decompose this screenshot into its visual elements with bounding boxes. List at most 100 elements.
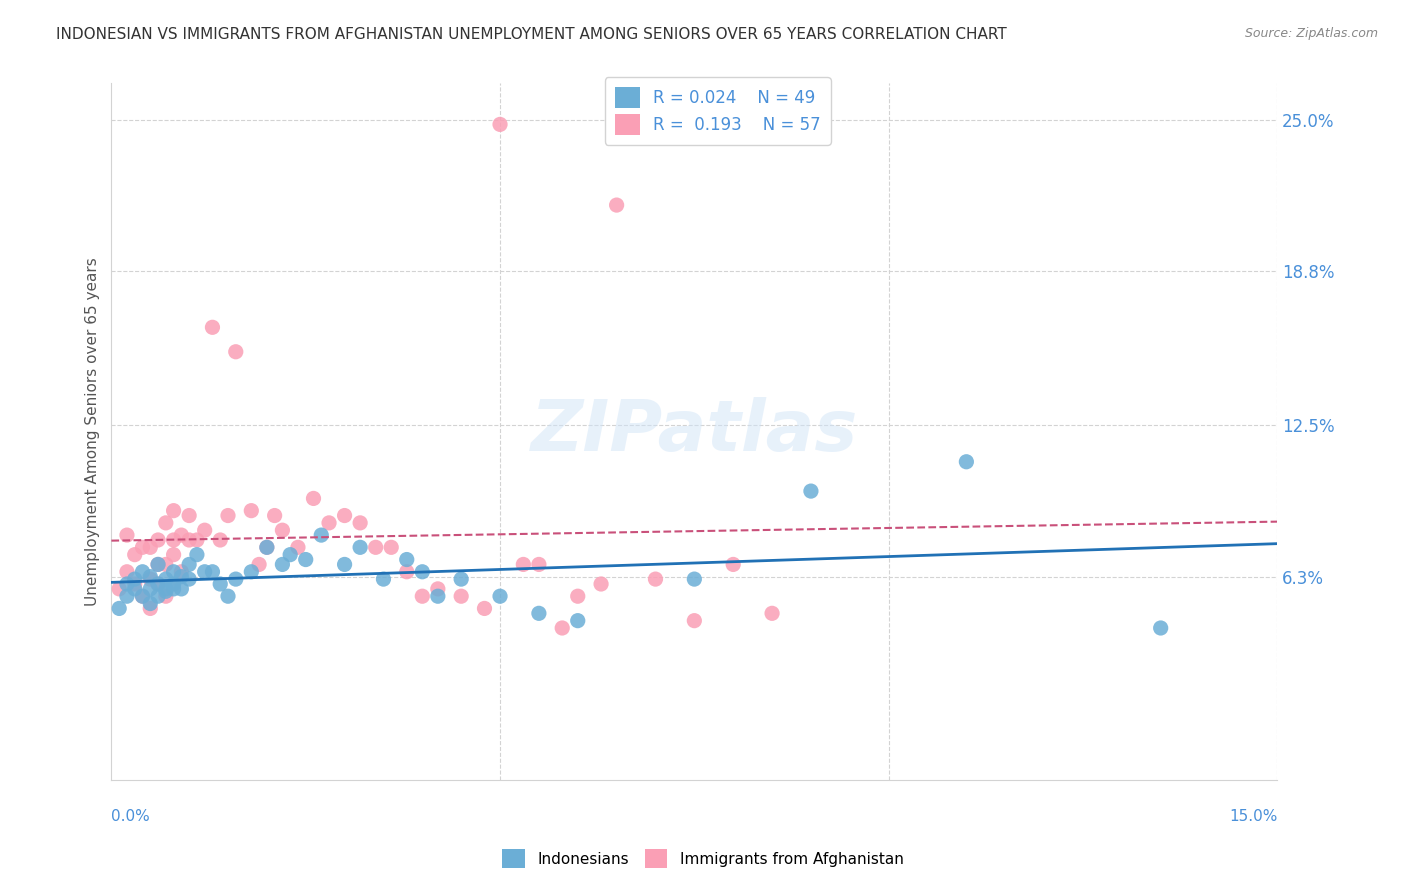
Point [155,558,177,572]
Point [318,516,340,530]
Point [411,589,433,603]
Point [217,508,239,523]
Point [179,508,201,523]
Point [683,614,706,628]
Point [155,516,177,530]
Point [1150,621,1173,635]
Point [108,601,131,615]
Point [489,589,512,603]
Point [131,589,153,603]
Point [644,572,666,586]
Point [162,582,184,596]
Point [271,558,294,572]
Point [263,508,285,523]
Point [411,565,433,579]
Point [170,582,193,596]
Point [170,569,193,583]
Point [186,533,208,547]
Text: 0.0%: 0.0% [111,809,150,824]
Point [194,565,217,579]
Point [179,572,201,586]
Point [527,558,550,572]
Text: 15.0%: 15.0% [1229,809,1277,824]
Point [567,614,589,628]
Point [155,584,177,599]
Point [364,541,387,555]
Point [194,523,217,537]
Point [115,589,138,603]
Point [131,565,153,579]
Point [955,455,977,469]
Point [395,552,418,566]
Point [201,320,224,334]
Point [450,589,472,603]
Point [721,558,744,572]
Point [349,541,371,555]
Text: INDONESIAN VS IMMIGRANTS FROM AFGHANISTAN UNEMPLOYMENT AMONG SENIORS OVER 65 YEA: INDONESIAN VS IMMIGRANTS FROM AFGHANISTA… [56,27,1007,42]
Point [527,607,550,621]
Point [591,577,613,591]
Point [256,541,278,555]
Point [247,558,270,572]
Point [683,572,706,586]
Point [170,528,193,542]
Point [271,523,294,537]
Point [124,582,146,596]
Point [209,577,232,591]
Point [155,582,177,596]
Point [240,503,263,517]
Point [450,572,472,586]
Point [551,621,574,635]
Point [115,565,138,579]
Text: ZIPatlas: ZIPatlas [530,397,858,466]
Point [139,569,162,583]
Point [426,582,449,596]
Point [761,607,783,621]
Point [131,541,153,555]
Point [380,541,402,555]
Point [131,589,153,603]
Point [287,541,309,555]
Point [426,589,449,603]
Point [201,565,224,579]
Point [800,484,823,499]
Point [186,548,208,562]
Point [139,541,162,555]
Point [333,558,356,572]
Point [146,577,169,591]
Point [162,548,184,562]
Point [139,601,162,615]
Point [124,572,146,586]
Point [124,577,146,591]
Legend: R = 0.024    N = 49, R =  0.193    N = 57: R = 0.024 N = 49, R = 0.193 N = 57 [605,78,831,145]
Point [395,565,418,579]
Point [474,601,496,615]
Point [333,508,356,523]
Point [489,117,512,131]
Point [115,528,138,542]
Point [302,491,325,506]
Point [139,582,162,596]
Point [278,548,301,562]
Point [349,516,371,530]
Point [373,572,395,586]
Point [115,577,138,591]
Point [567,589,589,603]
Point [217,589,239,603]
Point [108,582,131,596]
Point [146,558,169,572]
Point [294,552,316,566]
Point [179,558,201,572]
Point [240,565,263,579]
Point [146,533,169,547]
Point [256,541,278,555]
Legend: Indonesians, Immigrants from Afghanistan: Indonesians, Immigrants from Afghanistan [495,841,911,875]
Point [139,572,162,586]
Point [155,572,177,586]
Point [179,533,201,547]
Point [512,558,534,572]
Text: Source: ZipAtlas.com: Source: ZipAtlas.com [1244,27,1378,40]
Point [309,528,332,542]
Point [146,558,169,572]
Point [606,198,628,212]
